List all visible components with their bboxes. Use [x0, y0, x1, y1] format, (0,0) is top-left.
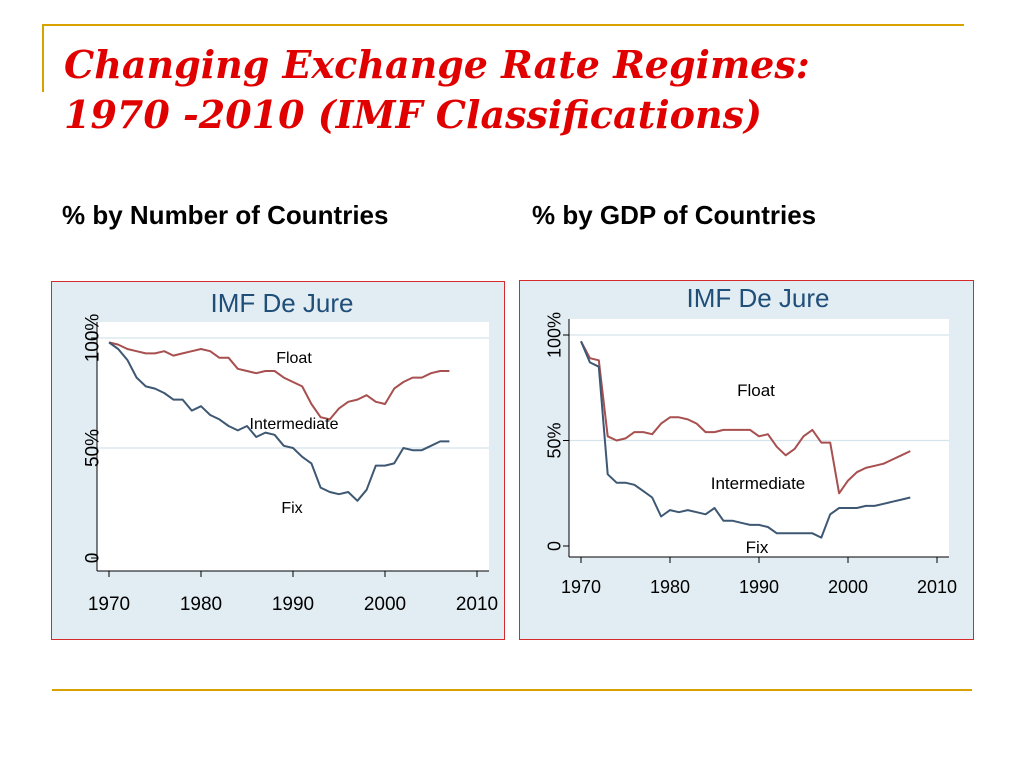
x-tick-label: 1990: [272, 594, 314, 615]
annotation-intermediate: Intermediate: [711, 474, 806, 493]
x-tick-label: 2000: [364, 594, 406, 615]
y-tick-label: 50%: [544, 422, 564, 458]
slide-title: Changing Exchange Rate Regimes: 1970 -20…: [64, 40, 984, 140]
chart-panel-by-gdp: IMF De Jure 0 50% 100% 1970 1980 1990 2000 2010 F…: [519, 280, 974, 640]
slide-title-line-1: Changing Exchange Rate Regimes:: [64, 42, 810, 87]
series-line-fix: [580, 340, 911, 539]
plot-area: [97, 322, 489, 571]
plot-area: [569, 319, 949, 557]
x-tick-label: 1980: [180, 594, 222, 615]
chart-panel-by-number: IMF De Jure 0 50% 100% 1970 1980 1990 2000 2010 F…: [51, 281, 505, 640]
x-tick-label: 2010: [917, 577, 957, 597]
annotation-float: Float: [737, 381, 775, 400]
series-line-float: [580, 340, 911, 495]
x-tick-label: 2000: [828, 577, 868, 597]
x-tick-label: 1970: [88, 594, 130, 615]
series-line-float: [108, 341, 450, 421]
annotation-fix: Fix: [281, 500, 302, 517]
annotation-float: Float: [276, 350, 312, 367]
annotation-intermediate: Intermediate: [250, 416, 339, 433]
chart-title: IMF De Jure: [686, 283, 829, 313]
x-tick-label: 1990: [739, 577, 779, 597]
slide-title-line-2: 1970 -2010 (IMF Classifications): [64, 92, 763, 137]
y-tick-label: 0: [544, 541, 564, 551]
accent-rule-top: [42, 24, 964, 26]
subtitle-by-number: % by Number of Countries: [62, 200, 389, 230]
chart-title: IMF De Jure: [210, 288, 353, 318]
chart-by-gdp: IMF De Jure 0 50% 100% 1970 1980 1990 2000 2010 F…: [544, 283, 957, 597]
chart-by-number: IMF De Jure 0 50% 100% 1970 1980 1990 2000 2010 F…: [83, 288, 498, 615]
accent-rule-bottom: [52, 689, 972, 691]
y-tick-label: 0: [83, 553, 104, 564]
y-tick-label: 50%: [83, 429, 104, 467]
y-tick-label: 100%: [544, 312, 564, 358]
x-tick-label: 1980: [650, 577, 690, 597]
y-tick-label: 100%: [83, 314, 104, 363]
accent-rule-left: [42, 24, 44, 92]
annotation-fix: Fix: [746, 538, 769, 557]
series-line-fix: [108, 341, 450, 502]
x-tick-label: 2010: [456, 594, 498, 615]
x-tick-label: 1970: [561, 577, 601, 597]
subtitle-by-gdp: % by GDP of Countries: [532, 200, 817, 230]
